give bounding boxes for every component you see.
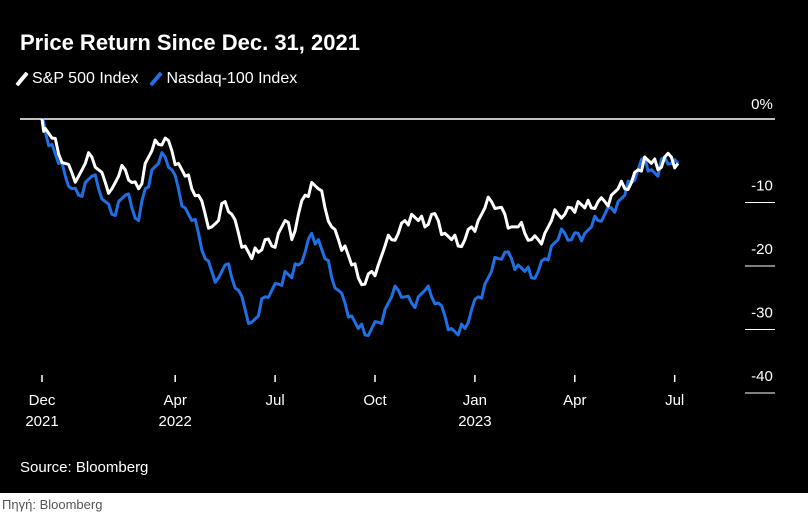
- series-line-nasdaq: [40, 118, 680, 337]
- x-tick-label: Oct: [363, 392, 387, 409]
- x-tick-label: Apr: [164, 392, 187, 409]
- credit-note: Πηγή: Bloomberg: [2, 497, 103, 512]
- source-note: Source: Bloomberg: [20, 459, 149, 476]
- legend-label-sp500: S&P 500 Index: [32, 70, 139, 87]
- y-tick-label: -10: [751, 178, 773, 195]
- x-tick-year: 2022: [159, 413, 192, 430]
- chart-plot: 0% -10 -20 -30 -40 Dec 2021 Apr 2022 Jul Oct Jan 202…: [20, 96, 775, 430]
- legend-label-nasdaq: Nasdaq-100 Index: [166, 70, 298, 87]
- x-tick-label: Apr: [563, 392, 586, 409]
- y-tick-label: 0%: [751, 96, 773, 113]
- legend-item-nasdaq: Nasdaq-100 Index: [149, 70, 298, 88]
- x-tick-year: 2021: [25, 413, 58, 430]
- x-tick-label: Jan: [463, 392, 487, 409]
- x-tick-label: Jul: [665, 392, 684, 409]
- chart-title: Price Return Since Dec. 31, 2021: [20, 30, 360, 55]
- chart-legend: S&P 500 Index Nasdaq-100 Index: [15, 70, 313, 88]
- x-tick-label: Jul: [266, 392, 285, 409]
- legend-item-sp500: S&P 500 Index: [15, 70, 139, 88]
- y-tick-label: -40: [751, 368, 773, 385]
- chart-panel: [0, 0, 808, 493]
- x-tick-label: Dec: [29, 392, 56, 409]
- x-tick-year: 2023: [458, 413, 491, 430]
- y-tick-label: -20: [751, 241, 773, 258]
- series-line-sp500: [40, 118, 680, 287]
- y-tick-label: -30: [751, 305, 773, 322]
